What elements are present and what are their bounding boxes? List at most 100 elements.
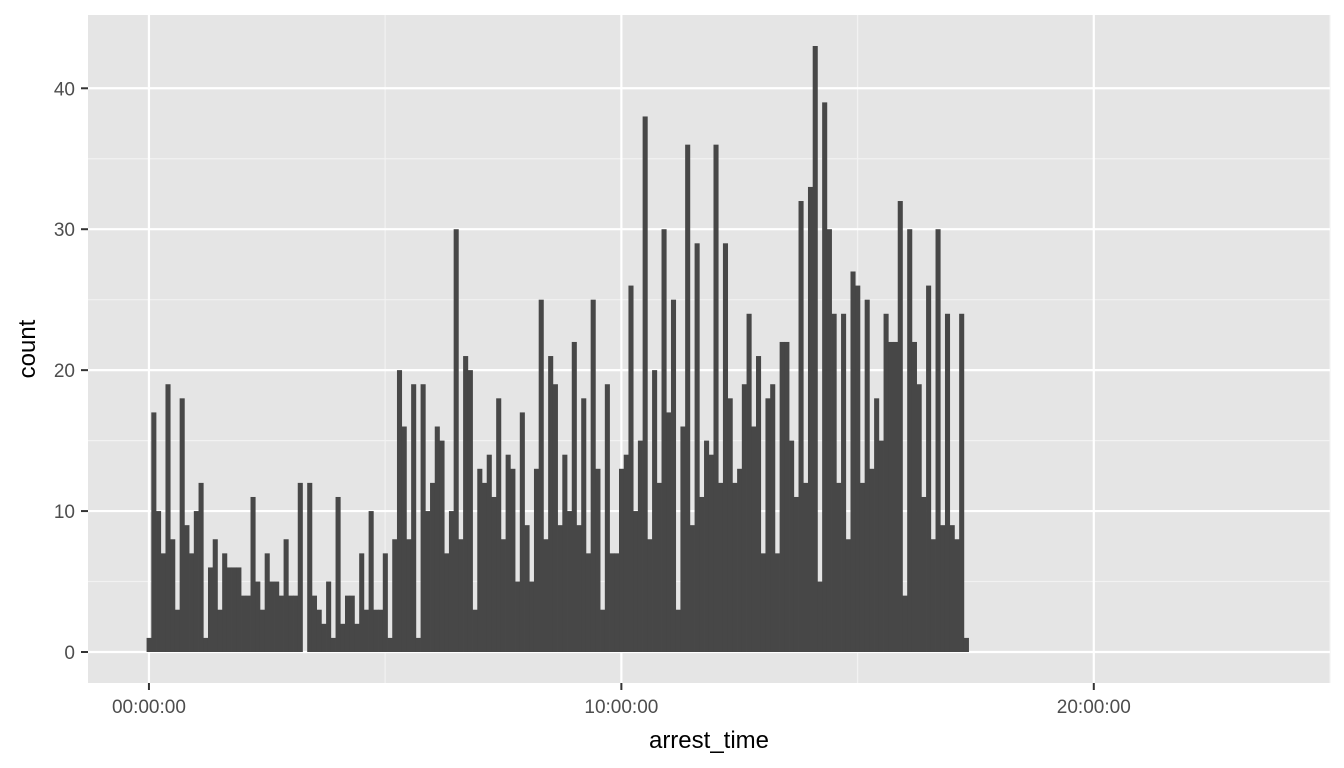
histogram-bar — [557, 525, 563, 652]
y-tick-label: 30 — [54, 220, 75, 241]
histogram-bar — [496, 398, 502, 652]
histogram-bar — [269, 581, 275, 652]
x-tick-label: 20:00:00 — [1057, 697, 1131, 718]
histogram-bar — [916, 384, 922, 652]
histogram-bar — [921, 496, 927, 652]
histogram-bar — [330, 637, 336, 652]
histogram-bar — [425, 511, 431, 652]
histogram-bar — [807, 186, 814, 652]
histogram-bar — [401, 426, 407, 652]
histogram-bar — [760, 553, 766, 652]
histogram-bar — [344, 595, 351, 652]
histogram-bar — [500, 539, 506, 652]
histogram-bar — [652, 370, 658, 652]
histogram-bar — [288, 595, 294, 652]
histogram-bar — [368, 511, 374, 652]
histogram-bar — [888, 341, 894, 652]
histogram-bar — [765, 398, 771, 652]
histogram-bar — [297, 482, 303, 652]
histogram-bar — [203, 637, 209, 652]
histogram-bar — [893, 341, 899, 652]
histogram-bar — [907, 229, 913, 652]
histogram-bar — [340, 623, 346, 652]
histogram-bar — [944, 313, 951, 652]
histogram-bar — [307, 482, 313, 652]
histogram-bar — [467, 370, 473, 652]
histogram-bar — [661, 229, 667, 652]
histogram-bar — [217, 609, 223, 652]
histogram-bar — [415, 637, 421, 652]
histogram-bar — [803, 482, 809, 652]
histogram-bar — [226, 567, 232, 652]
histogram-bar — [392, 539, 398, 652]
histogram-bar — [874, 398, 880, 652]
histogram-bar — [864, 299, 870, 652]
y-axis-title: count — [14, 319, 41, 378]
histogram-bar — [241, 595, 247, 652]
histogram-bar — [571, 341, 577, 652]
histogram-bar — [963, 637, 969, 652]
histogram-bar — [321, 623, 327, 652]
histogram-bar — [378, 609, 384, 652]
histogram-bar — [784, 341, 790, 652]
histogram-bar — [444, 553, 450, 652]
histogram-bar — [869, 468, 875, 652]
histogram-bar — [789, 440, 795, 652]
histogram-bar — [689, 525, 695, 652]
histogram-bar — [519, 412, 525, 652]
histogram-bar — [430, 482, 436, 652]
histogram-bar — [831, 313, 837, 652]
y-tick-label: 10 — [54, 502, 75, 523]
histogram-bar — [609, 553, 615, 652]
histogram-bar — [902, 595, 908, 652]
histogram-bar — [510, 468, 516, 652]
histogram-bar — [406, 539, 412, 652]
histogram-bar — [959, 313, 965, 652]
histogram-bar — [255, 581, 261, 652]
y-tick-label: 20 — [54, 361, 75, 382]
histogram-bar — [841, 313, 847, 652]
histogram-bar — [316, 609, 322, 652]
histogram-bar — [883, 313, 889, 652]
histogram-bar — [751, 426, 757, 652]
histogram-bar — [354, 623, 360, 652]
histogram-bar — [732, 482, 738, 652]
histogram-bar — [170, 539, 176, 652]
histogram-bar — [656, 482, 662, 652]
y-axis: 0 10 20 30 40 — [54, 79, 88, 664]
histogram-bar — [486, 454, 492, 652]
histogram-bar — [274, 581, 280, 652]
histogram-bar — [774, 553, 780, 652]
histogram-bar — [420, 384, 426, 652]
x-tick-label: 10:00:00 — [584, 697, 658, 718]
histogram-bar — [184, 525, 190, 652]
histogram-bar — [675, 609, 681, 652]
histogram-bar — [567, 511, 573, 652]
histogram-bar — [576, 525, 582, 652]
histogram-bar — [543, 539, 549, 652]
x-axis-title: arrest_time — [649, 727, 769, 754]
major-gridlines — [88, 15, 1330, 683]
histogram-bar — [850, 271, 856, 652]
histogram-bar — [151, 412, 157, 652]
histogram-bar — [156, 511, 162, 652]
histogram-bar — [817, 581, 823, 652]
histogram-bar — [179, 398, 185, 652]
x-tick-label: 00:00:00 — [112, 697, 186, 718]
histogram-bar — [411, 384, 417, 652]
histogram-bar — [637, 440, 643, 652]
histogram-bar — [704, 440, 710, 652]
histogram-bar — [439, 440, 445, 652]
histogram-bar — [491, 496, 497, 652]
histogram-bar — [633, 511, 639, 652]
histogram-bar — [236, 567, 242, 652]
histogram-bar — [826, 229, 832, 652]
histogram-bar — [160, 553, 166, 652]
histogram-bar — [600, 609, 606, 652]
histogram-bar — [538, 299, 544, 652]
histogram-bar — [779, 341, 785, 652]
histogram-bar — [930, 539, 936, 652]
histogram-bar — [264, 553, 270, 652]
histogram-bar — [718, 482, 724, 652]
